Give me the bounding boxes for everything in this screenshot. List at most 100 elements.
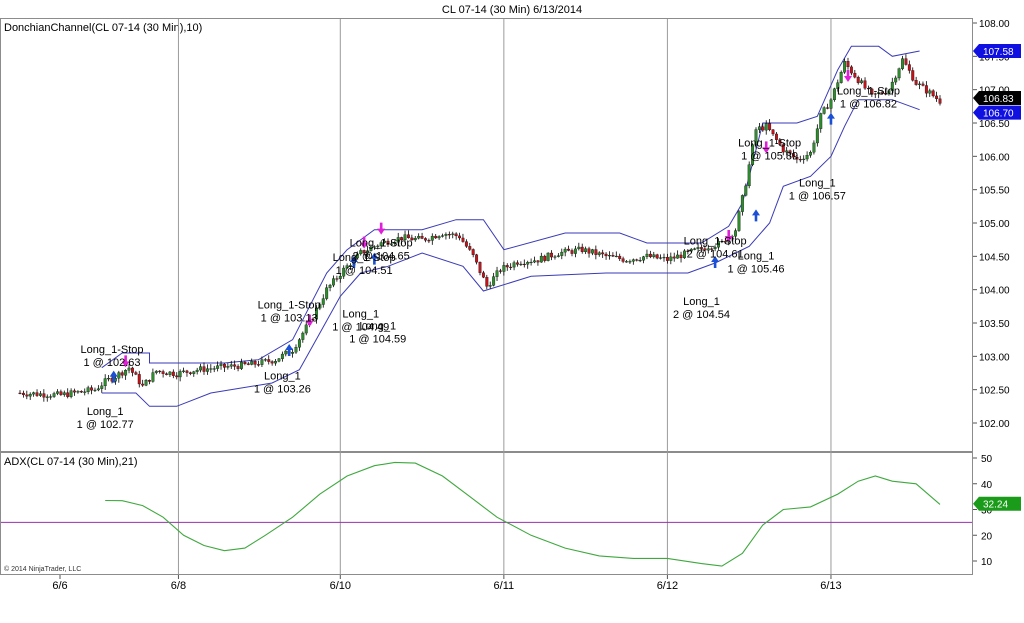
candle-body [52, 393, 56, 397]
candle-body [168, 371, 172, 375]
candle-body [389, 243, 393, 245]
candle-body [236, 366, 240, 369]
candle-body [655, 254, 659, 259]
candle-body [165, 373, 168, 375]
candle-body [604, 253, 608, 257]
annotation-text: Long_1-Stop [684, 235, 747, 247]
candle-body [907, 64, 911, 71]
candle-body [345, 265, 349, 269]
candle-body [556, 255, 560, 257]
candle-body [59, 391, 63, 395]
candle-body [822, 107, 826, 114]
candle-body [451, 233, 455, 235]
candle-body [212, 368, 216, 370]
candle-body [127, 367, 131, 371]
candle-body [328, 284, 332, 288]
annotation-text: 1 @ 105.89 [741, 150, 798, 162]
candle-body [863, 80, 867, 89]
candle-body [894, 77, 898, 83]
candle-body [492, 276, 496, 286]
sell-arrow-icon [360, 236, 369, 249]
candle-body [597, 252, 601, 255]
candle-body [679, 254, 683, 259]
candle-body [884, 93, 887, 95]
date-tick-label: 6/11 [494, 580, 515, 592]
candle-body [700, 247, 703, 249]
candle-body [444, 234, 448, 236]
candle-body [642, 256, 646, 261]
candle-body [659, 257, 663, 259]
candle-body [918, 83, 922, 85]
candle-body [205, 368, 209, 372]
price-tick-label: 106.00 [979, 152, 1010, 163]
price-tick-label: 102.50 [979, 386, 1010, 397]
annotation-text: 2 @ 104.61 [687, 248, 744, 260]
price-tick-label: 103.50 [979, 319, 1010, 330]
candle-body [648, 253, 652, 258]
candle-body [849, 66, 853, 74]
candle-body [413, 237, 417, 241]
price-tick-label: 105.50 [979, 186, 1010, 197]
price-panel-frame [0, 18, 973, 452]
price-tick-label: 108.00 [979, 19, 1010, 30]
candle-body [369, 247, 373, 251]
candle-body [311, 318, 315, 320]
adx-tick-label: 10 [981, 557, 993, 568]
candle-body [856, 76, 860, 83]
candle-body [740, 195, 744, 212]
candle-body [935, 95, 939, 99]
candle-body [475, 254, 479, 263]
candle-body [798, 159, 802, 161]
annotation-text: 2 @ 104.54 [673, 309, 730, 321]
candle-body [853, 72, 857, 78]
candle-body [594, 249, 598, 255]
candle-body [372, 246, 376, 248]
candle-body [400, 237, 404, 241]
candle-body [297, 339, 301, 348]
candle-body [512, 262, 516, 268]
candle-body [516, 262, 519, 265]
candle-body [83, 391, 87, 393]
adx-panel-frame [0, 452, 973, 575]
adx-tick-label: 30 [981, 506, 993, 517]
price-tick-label: 104.00 [979, 286, 1010, 297]
price-tick-label: 105.00 [979, 219, 1010, 230]
candle-body [229, 364, 233, 367]
adx-axis: 10 20 30 40 50 [973, 454, 993, 568]
candle-body [216, 365, 220, 369]
candle-body [148, 380, 151, 382]
candle-body [321, 298, 325, 305]
candle-body [928, 90, 932, 94]
upper-channel-marker-label: 107.58 [983, 47, 1014, 58]
candle-body [498, 270, 502, 272]
adx-tick-label: 20 [981, 531, 993, 542]
annotation-text: Long_1-Stop [81, 344, 144, 356]
annotation-text: Long_1 [264, 371, 301, 383]
adx-value-marker-label: 32.24 [983, 500, 1008, 511]
candle-body [175, 375, 179, 378]
candle-body [781, 144, 785, 153]
annotation-text: Long_1 [359, 321, 396, 333]
candle-body [682, 250, 686, 259]
candle-body [441, 235, 444, 237]
price-tick-label: 106.50 [979, 119, 1010, 130]
candle-body [924, 85, 928, 94]
candle-body [233, 364, 237, 367]
candle-body [734, 230, 738, 237]
candle-body [481, 272, 485, 278]
candle-body [355, 253, 359, 259]
candle-body [318, 304, 322, 309]
trade-annotation: Long_11 @ 104.49 [332, 309, 389, 334]
candle-body [447, 234, 451, 236]
annotation-text: 1 @ 106.57 [789, 190, 846, 202]
candle-body [614, 255, 618, 258]
date-tick-label: 6/8 [171, 580, 186, 592]
candle-body [62, 392, 66, 395]
candle-body [478, 261, 482, 273]
candle-body [911, 70, 915, 81]
candle-body [638, 259, 642, 262]
candle-body [720, 241, 724, 243]
candle-body [873, 93, 877, 95]
buy-arrow-icon [349, 256, 358, 268]
